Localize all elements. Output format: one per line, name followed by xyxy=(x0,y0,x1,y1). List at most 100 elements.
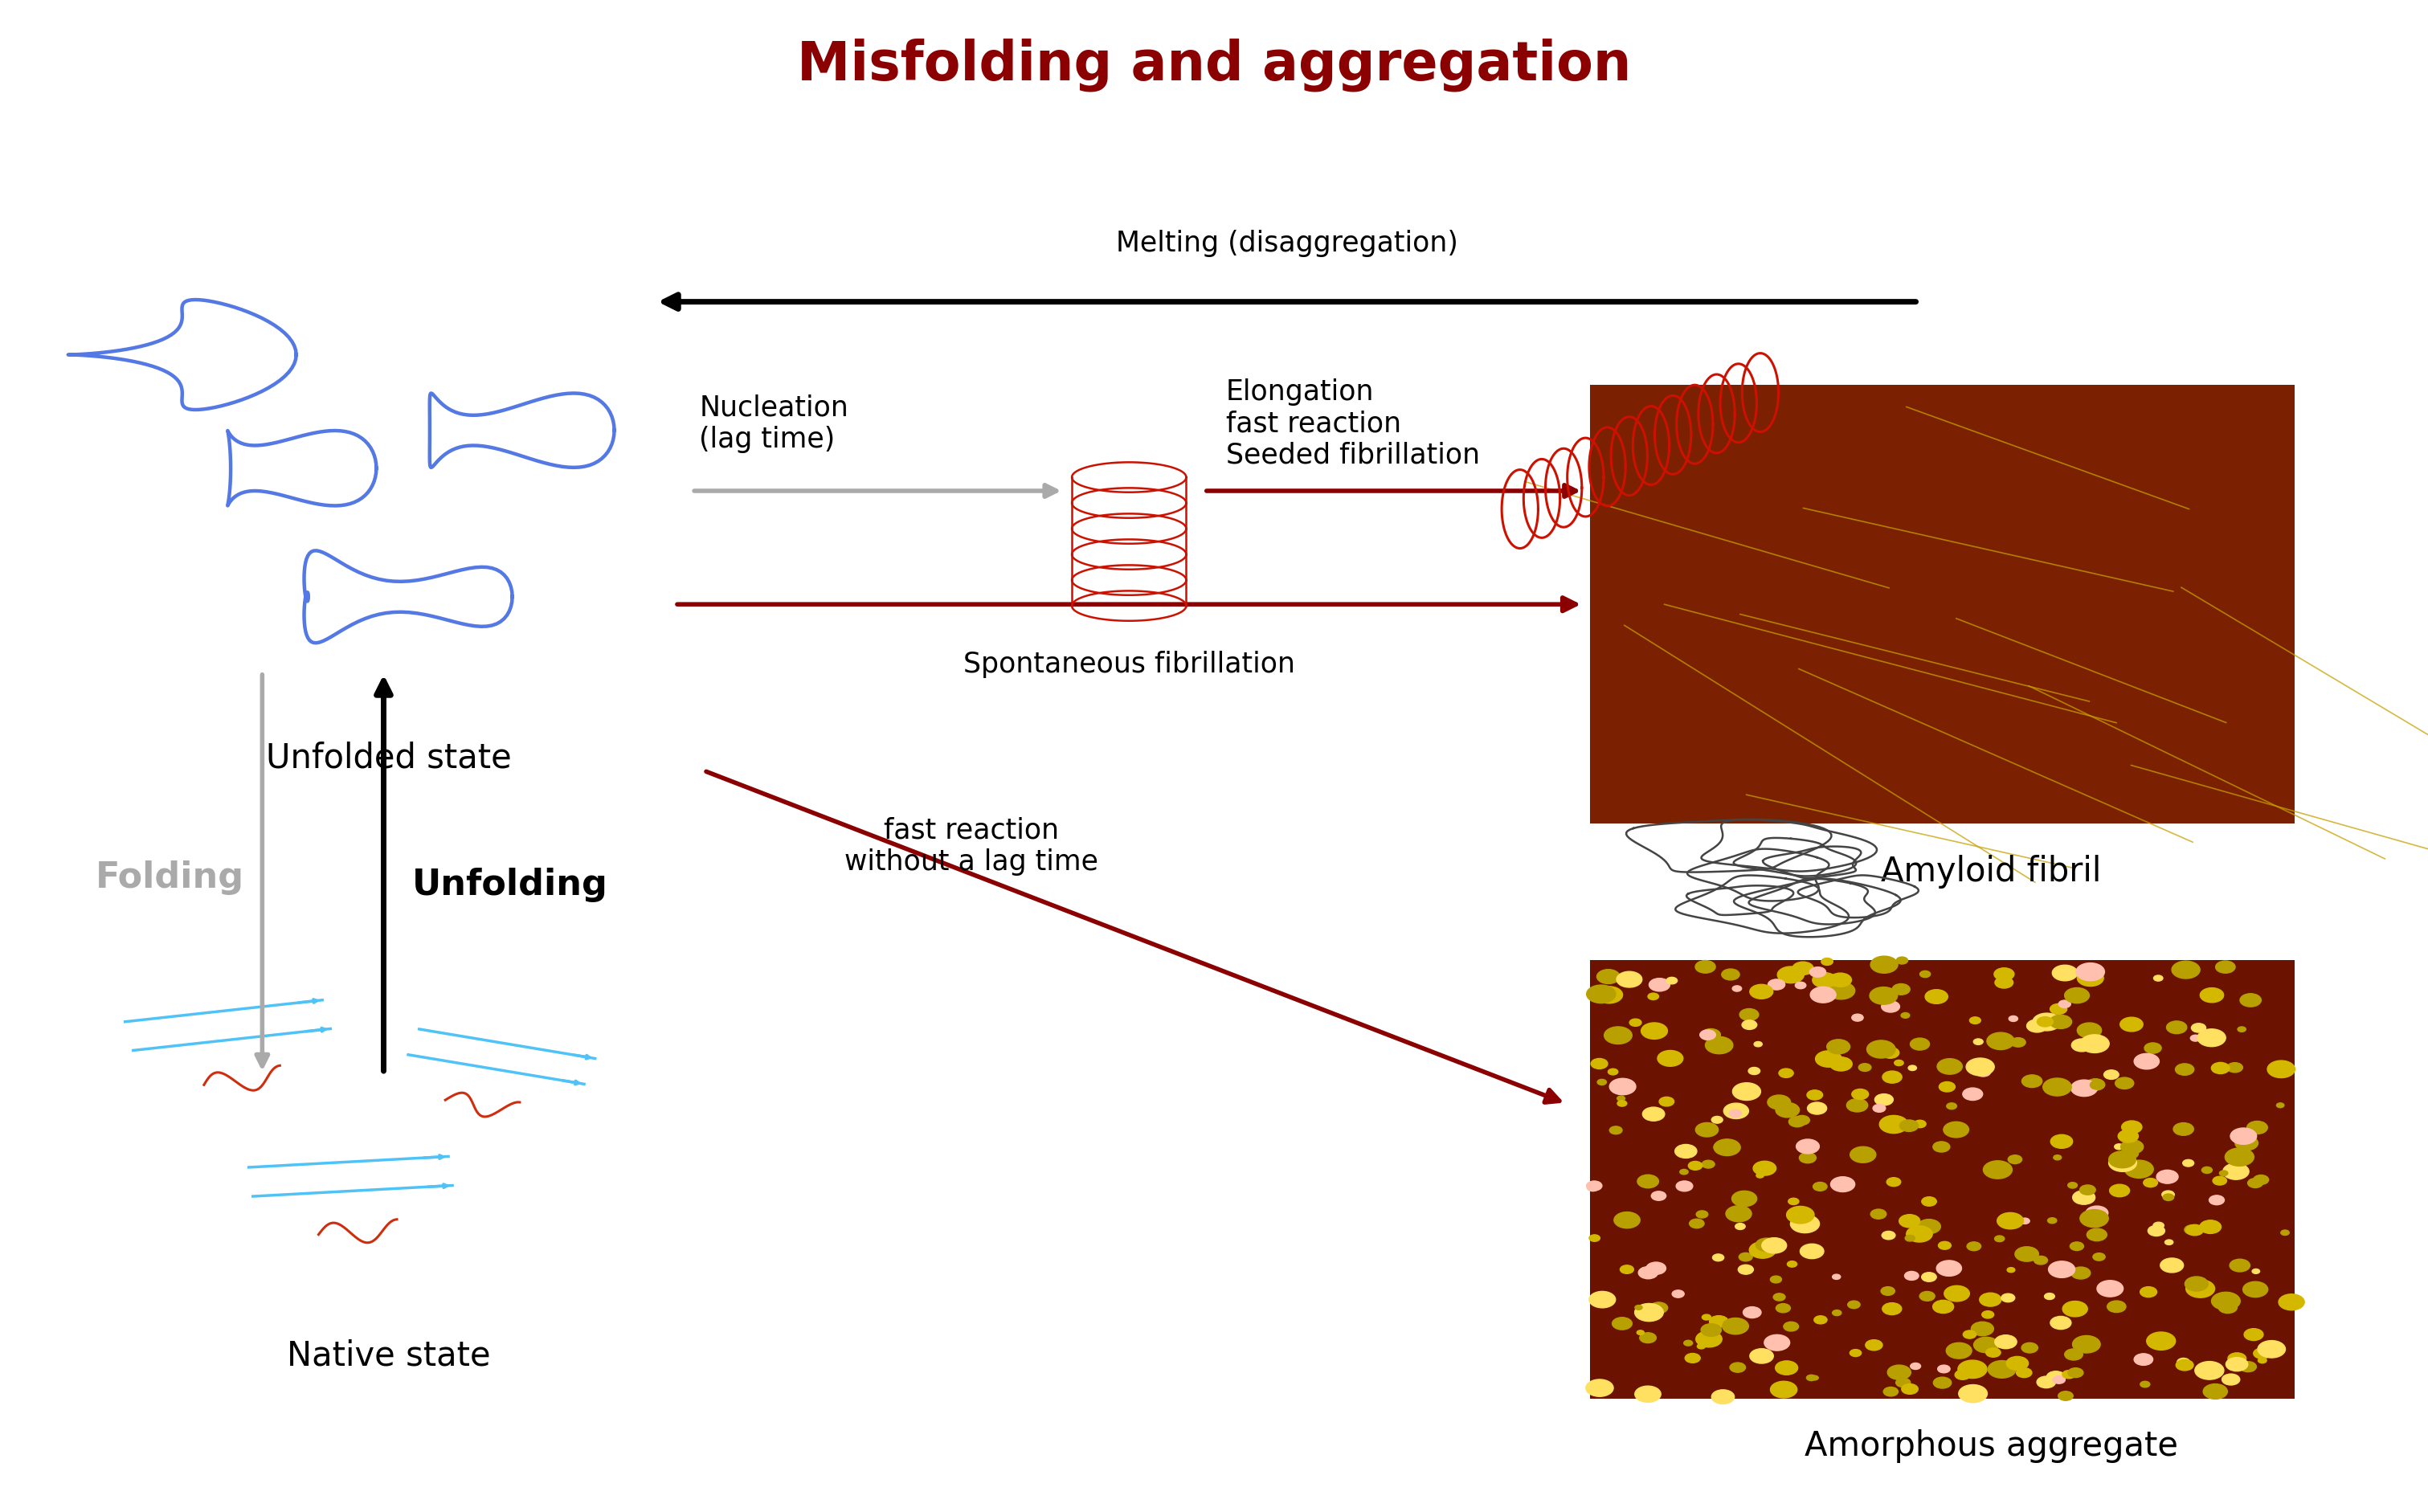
Circle shape xyxy=(2081,1185,2095,1194)
FancyArrowPatch shape xyxy=(306,1028,325,1031)
Circle shape xyxy=(1967,1058,1993,1077)
Text: Unfolding: Unfolding xyxy=(413,868,607,901)
Circle shape xyxy=(1882,1303,1901,1315)
Text: Elongation
fast reaction
Seeded fibrillation: Elongation fast reaction Seeded fibrilla… xyxy=(1226,378,1481,469)
Circle shape xyxy=(2149,1226,2166,1237)
Circle shape xyxy=(2061,1370,2076,1379)
Circle shape xyxy=(1821,959,1833,966)
Circle shape xyxy=(2032,1013,2061,1031)
Circle shape xyxy=(1755,1238,1777,1252)
Circle shape xyxy=(2006,1356,2027,1370)
FancyArrowPatch shape xyxy=(563,1081,578,1084)
Circle shape xyxy=(2103,1070,2120,1080)
Circle shape xyxy=(2161,1258,2183,1273)
Circle shape xyxy=(1814,1182,1826,1191)
Circle shape xyxy=(1816,1051,1843,1067)
Bar xyxy=(1590,386,2294,824)
FancyArrowPatch shape xyxy=(573,1055,590,1058)
Circle shape xyxy=(2052,1376,2066,1383)
Circle shape xyxy=(2163,1194,2173,1201)
Circle shape xyxy=(1615,1213,1639,1228)
Circle shape xyxy=(1753,1161,1777,1176)
Circle shape xyxy=(2280,1231,2290,1235)
Circle shape xyxy=(1636,1331,1644,1335)
Circle shape xyxy=(2110,1184,2129,1198)
Circle shape xyxy=(1809,968,1826,977)
Circle shape xyxy=(1639,1332,1656,1343)
Circle shape xyxy=(2108,1300,2127,1312)
Circle shape xyxy=(1610,1078,1636,1095)
Circle shape xyxy=(2200,989,2224,1002)
Circle shape xyxy=(2277,1104,2285,1108)
Circle shape xyxy=(1731,986,1741,992)
Circle shape xyxy=(2239,1362,2256,1371)
Circle shape xyxy=(2008,1267,2015,1273)
Circle shape xyxy=(1882,1070,1901,1084)
Circle shape xyxy=(1853,1015,1862,1022)
Circle shape xyxy=(1743,1306,1760,1318)
Circle shape xyxy=(2074,1190,2095,1205)
Circle shape xyxy=(2124,1160,2154,1178)
Circle shape xyxy=(1996,1235,2006,1241)
Circle shape xyxy=(1721,1318,1748,1335)
Circle shape xyxy=(2091,1081,2105,1090)
Circle shape xyxy=(2200,1220,2222,1234)
Circle shape xyxy=(2052,1136,2074,1149)
Circle shape xyxy=(1726,1207,1751,1222)
Circle shape xyxy=(2185,1225,2205,1235)
Circle shape xyxy=(1695,1123,1719,1137)
Circle shape xyxy=(2277,1294,2304,1311)
Circle shape xyxy=(2139,1287,2156,1297)
Circle shape xyxy=(1850,1350,1862,1356)
Text: Native state: Native state xyxy=(287,1338,490,1371)
Circle shape xyxy=(2185,1279,2214,1297)
Circle shape xyxy=(1870,957,1899,974)
Circle shape xyxy=(2219,1302,2236,1314)
Circle shape xyxy=(2115,1078,2134,1089)
Text: Folding: Folding xyxy=(95,860,245,894)
Circle shape xyxy=(1921,1273,1938,1282)
Circle shape xyxy=(2044,1293,2054,1300)
Circle shape xyxy=(1690,1219,1704,1228)
Circle shape xyxy=(1729,1110,1741,1117)
Circle shape xyxy=(1870,1210,1887,1219)
Circle shape xyxy=(1879,1116,1908,1134)
Circle shape xyxy=(2202,1383,2226,1399)
Circle shape xyxy=(2224,1148,2253,1166)
Circle shape xyxy=(1712,1116,1724,1123)
Circle shape xyxy=(1612,1317,1632,1331)
Circle shape xyxy=(1870,987,1899,1004)
Circle shape xyxy=(2040,1377,2052,1385)
Text: Nucleation
(lag time): Nucleation (lag time) xyxy=(699,395,850,452)
Circle shape xyxy=(2081,1210,2108,1228)
Circle shape xyxy=(2037,1018,2054,1027)
Circle shape xyxy=(1775,1102,1799,1117)
Circle shape xyxy=(2037,1376,2057,1388)
Circle shape xyxy=(1811,987,1836,1002)
Circle shape xyxy=(1590,1058,1607,1069)
Circle shape xyxy=(2134,1054,2158,1069)
Circle shape xyxy=(1831,1057,1853,1070)
Circle shape xyxy=(1794,1116,1809,1125)
Circle shape xyxy=(2086,1080,2105,1090)
Circle shape xyxy=(2139,1382,2149,1388)
Circle shape xyxy=(2217,962,2236,974)
Circle shape xyxy=(1806,1090,1823,1101)
Circle shape xyxy=(2268,1061,2294,1078)
Circle shape xyxy=(1826,1040,1850,1054)
Circle shape xyxy=(1775,1303,1789,1312)
Circle shape xyxy=(2248,1178,2263,1188)
Circle shape xyxy=(1974,1337,1998,1353)
Circle shape xyxy=(2253,1175,2268,1185)
Circle shape xyxy=(2246,1122,2268,1134)
Circle shape xyxy=(2122,1120,2141,1134)
Circle shape xyxy=(1588,1184,1598,1191)
Circle shape xyxy=(1721,969,1738,980)
Circle shape xyxy=(2178,1358,2190,1365)
Circle shape xyxy=(1738,1009,1758,1021)
Circle shape xyxy=(1938,1241,1952,1249)
Circle shape xyxy=(2059,1391,2074,1400)
Circle shape xyxy=(2190,1036,2200,1042)
Circle shape xyxy=(2076,963,2105,981)
Circle shape xyxy=(1641,1107,1666,1122)
